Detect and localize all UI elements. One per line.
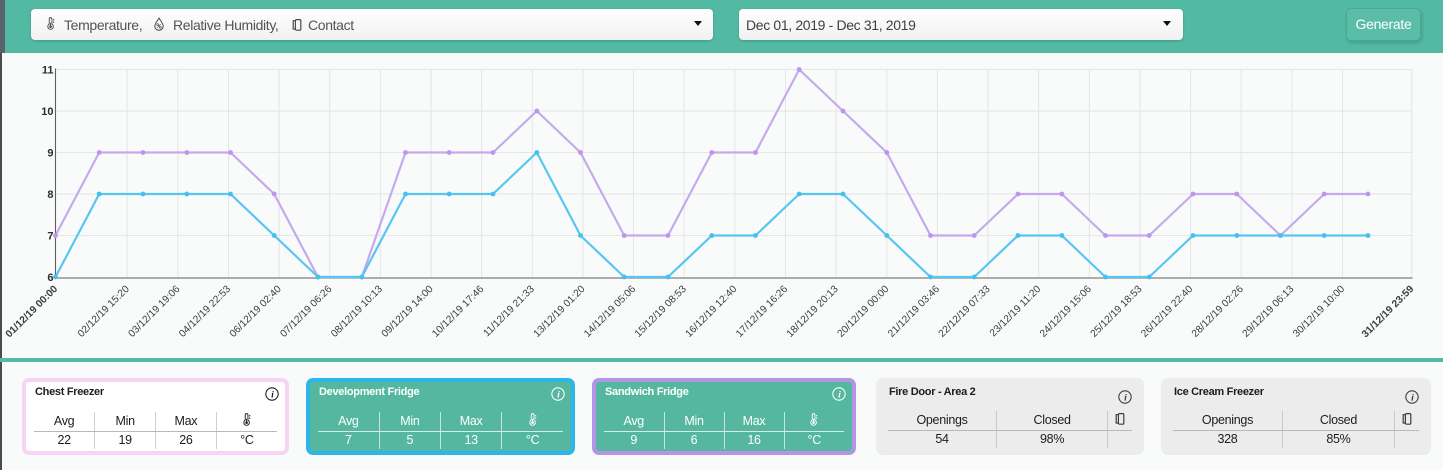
svg-text:i: i	[1411, 393, 1414, 404]
svg-text:08/12/19 10:13: 08/12/19 10:13	[329, 284, 385, 340]
svg-text:i: i	[271, 390, 274, 401]
svg-text:10/12/19 17:46: 10/12/19 17:46	[430, 284, 486, 340]
svg-text:11: 11	[42, 65, 54, 77]
svg-text:07/12/19 06:26: 07/12/19 06:26	[278, 284, 334, 340]
svg-text:01/12/19 00:00: 01/12/19 00:00	[4, 284, 60, 340]
svg-text:02/12/19 15:20: 02/12/19 15:20	[76, 284, 132, 340]
svg-text:31/12/19 23:59: 31/12/19 23:59	[1360, 284, 1416, 340]
svg-text:6: 6	[47, 272, 53, 284]
svg-text:i: i	[838, 390, 841, 401]
svg-text:i: i	[557, 390, 560, 401]
svg-text:04/12/19 22:53: 04/12/19 22:53	[177, 284, 233, 340]
svg-text:16/12/19 12:40: 16/12/19 12:40	[684, 284, 740, 340]
svg-text:9: 9	[47, 148, 53, 160]
svg-text:23/12/19 11:20: 23/12/19 11:20	[988, 284, 1044, 340]
svg-text:22/12/19 07:33: 22/12/19 07:33	[937, 284, 993, 340]
svg-text:06/12/19 02:40: 06/12/19 02:40	[228, 284, 284, 340]
svg-text:30/12/19 10:00: 30/12/19 10:00	[1291, 284, 1347, 340]
svg-text:28/12/19 02:26: 28/12/19 02:26	[1190, 284, 1246, 340]
svg-text:11/12/19 21:33: 11/12/19 21:33	[482, 284, 538, 340]
svg-text:17/12/19 16:26: 17/12/19 16:26	[734, 284, 790, 340]
svg-text:i: i	[1124, 393, 1127, 404]
svg-text:10: 10	[41, 106, 53, 118]
svg-text:20/12/19 00:00: 20/12/19 00:00	[836, 284, 892, 340]
svg-text:26/12/19 22:40: 26/12/19 22:40	[1139, 284, 1195, 340]
svg-text:8: 8	[47, 189, 53, 201]
svg-text:18/12/19 20:13: 18/12/19 20:13	[785, 284, 841, 340]
svg-text:13/12/19 01:20: 13/12/19 01:20	[532, 284, 588, 340]
svg-text:7: 7	[47, 231, 53, 243]
svg-text:21/12/19 03:46: 21/12/19 03:46	[886, 284, 942, 340]
svg-text:29/12/19 06:13: 29/12/19 06:13	[1241, 284, 1297, 340]
svg-text:15/12/19 08:53: 15/12/19 08:53	[633, 284, 689, 340]
svg-text:25/12/19 18:53: 25/12/19 18:53	[1089, 284, 1145, 340]
svg-text:09/12/19 14:00: 09/12/19 14:00	[380, 284, 436, 340]
svg-text:03/12/19 19:06: 03/12/19 19:06	[127, 284, 183, 340]
svg-text:24/12/19 15:06: 24/12/19 15:06	[1038, 284, 1094, 340]
svg-text:14/12/19 05:06: 14/12/19 05:06	[582, 284, 638, 340]
